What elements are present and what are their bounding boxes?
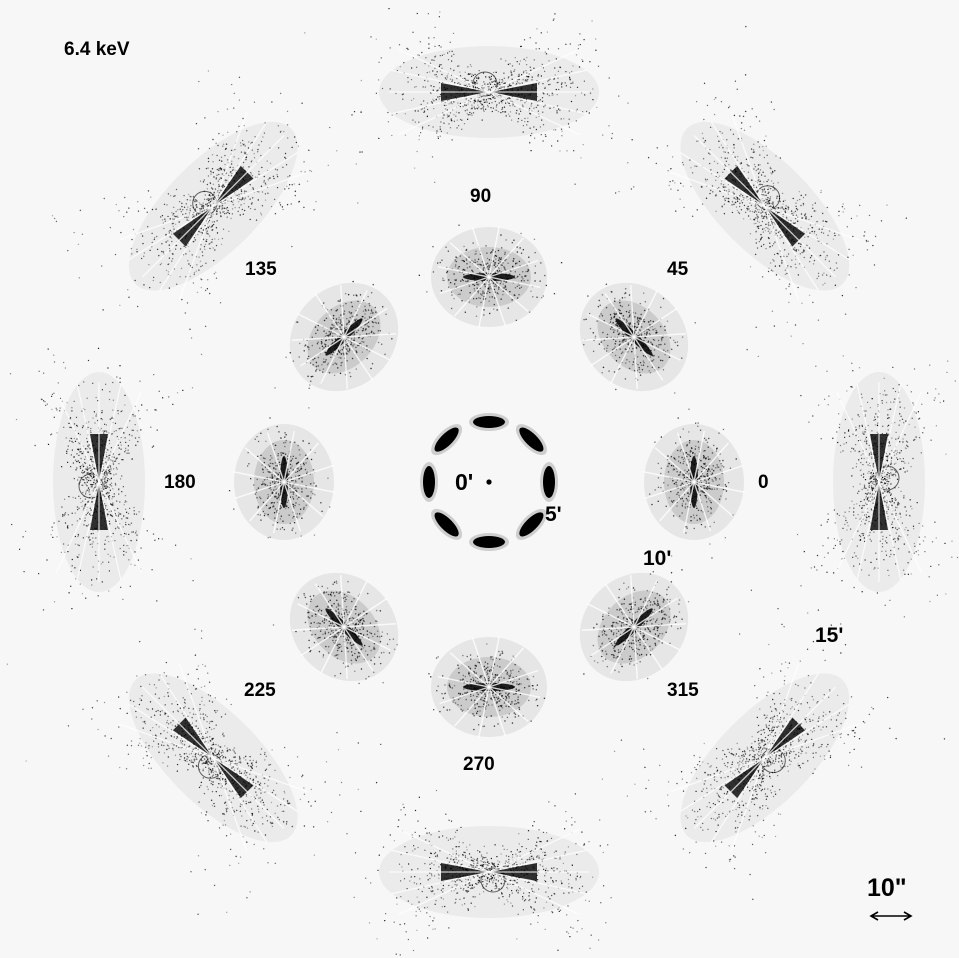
- azimuth-label-270: 270: [463, 754, 495, 775]
- azimuth-label-315: 315: [667, 680, 699, 701]
- psf-15arcmin-180deg: [6, 347, 203, 665]
- psf-15arcmin-225deg: [25, 628, 378, 916]
- psf-15arcmin-0deg: [739, 342, 959, 646]
- label-layer: 6.4 keV 0' 5' 10' 15' 0 45 90 135 180 22…: [64, 39, 913, 921]
- psf-15arcmin-315deg: [613, 607, 946, 901]
- azimuth-label-135: 135: [245, 259, 277, 280]
- azimuth-label-90: 90: [470, 186, 491, 207]
- psf-5arcmin-270deg: [469, 533, 509, 551]
- psf-10arcmin-180deg: [228, 407, 336, 540]
- psf-10arcmin-270deg: [428, 635, 585, 739]
- psf-10arcmin-315deg: [579, 570, 690, 682]
- scale-bar-arrow: [869, 911, 913, 921]
- psf-on-axis: [486, 479, 492, 485]
- psf-10arcmin-45deg: [579, 282, 697, 394]
- psf-5arcmin-90deg: [469, 413, 509, 431]
- radius-label-15: 15': [815, 624, 843, 647]
- azimuth-label-225: 225: [244, 680, 276, 701]
- psf-5arcmin-315deg: [515, 508, 547, 540]
- radius-label-0: 0': [455, 469, 473, 495]
- psf-5arcmin-225deg: [431, 508, 463, 540]
- psf-5arcmin-45deg: [515, 424, 547, 456]
- azimuth-label-180: 180: [164, 472, 196, 493]
- psf-15arcmin-90deg: [304, 8, 629, 204]
- psf-5arcmin-135deg: [431, 424, 463, 456]
- radius-label-5: 5': [545, 503, 562, 526]
- psf-10arcmin-90deg: [418, 224, 563, 329]
- psf-15arcmin-270deg: [325, 732, 628, 956]
- psf-10arcmin-135deg: [274, 280, 399, 392]
- psf-10arcmin-0deg: [642, 408, 746, 571]
- psf-5arcmin-0deg: [540, 462, 558, 502]
- energy-label: 6.4 keV: [64, 39, 130, 60]
- scale-bar-label: 10": [867, 874, 907, 902]
- azimuth-label-45: 45: [667, 259, 689, 280]
- psf-10arcmin-225deg: [272, 572, 399, 685]
- radius-label-10: 10': [643, 547, 671, 570]
- azimuth-label-0: 0: [758, 472, 769, 493]
- psf-15arcmin-45deg: [614, 25, 908, 358]
- psf-15arcmin-135deg: [51, 70, 363, 356]
- psf-5arcmin-180deg: [420, 462, 438, 502]
